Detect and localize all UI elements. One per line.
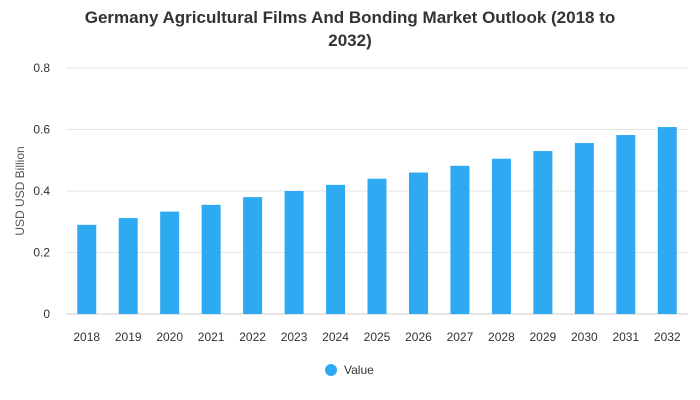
x-tick-label-2018: 2018: [73, 330, 100, 344]
chart-title: Germany Agricultural Films And Bonding M…: [0, 6, 700, 52]
bar-2022[interactable]: [243, 197, 263, 314]
y-axis-title: USD USD Billion: [13, 146, 27, 235]
bar-2023[interactable]: [284, 191, 304, 314]
bar-2019[interactable]: [118, 218, 138, 314]
bars: [77, 127, 677, 314]
bar-2026[interactable]: [408, 172, 428, 314]
bar-2032[interactable]: [657, 127, 677, 314]
bar-2018[interactable]: [77, 224, 97, 314]
chart-title-line-2: 2032): [328, 31, 372, 50]
x-tick-label-2025: 2025: [364, 330, 391, 344]
bar-2029[interactable]: [533, 151, 553, 314]
y-tick-label: 0.8: [33, 61, 50, 75]
bar-2025[interactable]: [367, 178, 387, 314]
x-axis-ticks: 2018 2019 2020 2021 2022 2023 2024 2025 2026 2027…: [73, 330, 681, 344]
bar-2021[interactable]: [201, 204, 221, 314]
legend[interactable]: Value: [325, 363, 374, 377]
y-tick-label: 0.4: [33, 184, 50, 198]
x-tick-label-2030: 2030: [571, 330, 598, 344]
y-tick-label: 0.6: [33, 123, 50, 137]
bar-2027[interactable]: [450, 165, 470, 314]
x-tick-label-2032: 2032: [654, 330, 681, 344]
legend-label-value: Value: [344, 363, 374, 377]
legend-swatch-value: [325, 364, 337, 376]
bar-2030[interactable]: [574, 143, 594, 314]
bar-2028[interactable]: [491, 158, 511, 314]
x-tick-label-2022: 2022: [239, 330, 266, 344]
bar-2031[interactable]: [616, 135, 636, 314]
x-tick-label-2029: 2029: [530, 330, 557, 344]
x-tick-label-2021: 2021: [198, 330, 225, 344]
y-tick-label: 0: [43, 307, 50, 321]
chart-title-line-1: Germany Agricultural Films And Bonding M…: [84, 8, 616, 27]
x-tick-label-2028: 2028: [488, 330, 515, 344]
x-tick-label-2031: 2031: [612, 330, 639, 344]
bar-2024[interactable]: [326, 184, 346, 314]
x-tick-label-2019: 2019: [115, 330, 142, 344]
x-tick-label-2027: 2027: [447, 330, 474, 344]
y-axis-ticks: 0 0.2 0.4 0.6 0.8: [33, 61, 50, 321]
y-tick-label: 0.2: [33, 246, 50, 260]
x-tick-label-2024: 2024: [322, 330, 349, 344]
x-tick-label-2023: 2023: [281, 330, 308, 344]
bar-2020[interactable]: [160, 211, 180, 314]
x-tick-label-2026: 2026: [405, 330, 432, 344]
x-tick-label-2020: 2020: [156, 330, 183, 344]
